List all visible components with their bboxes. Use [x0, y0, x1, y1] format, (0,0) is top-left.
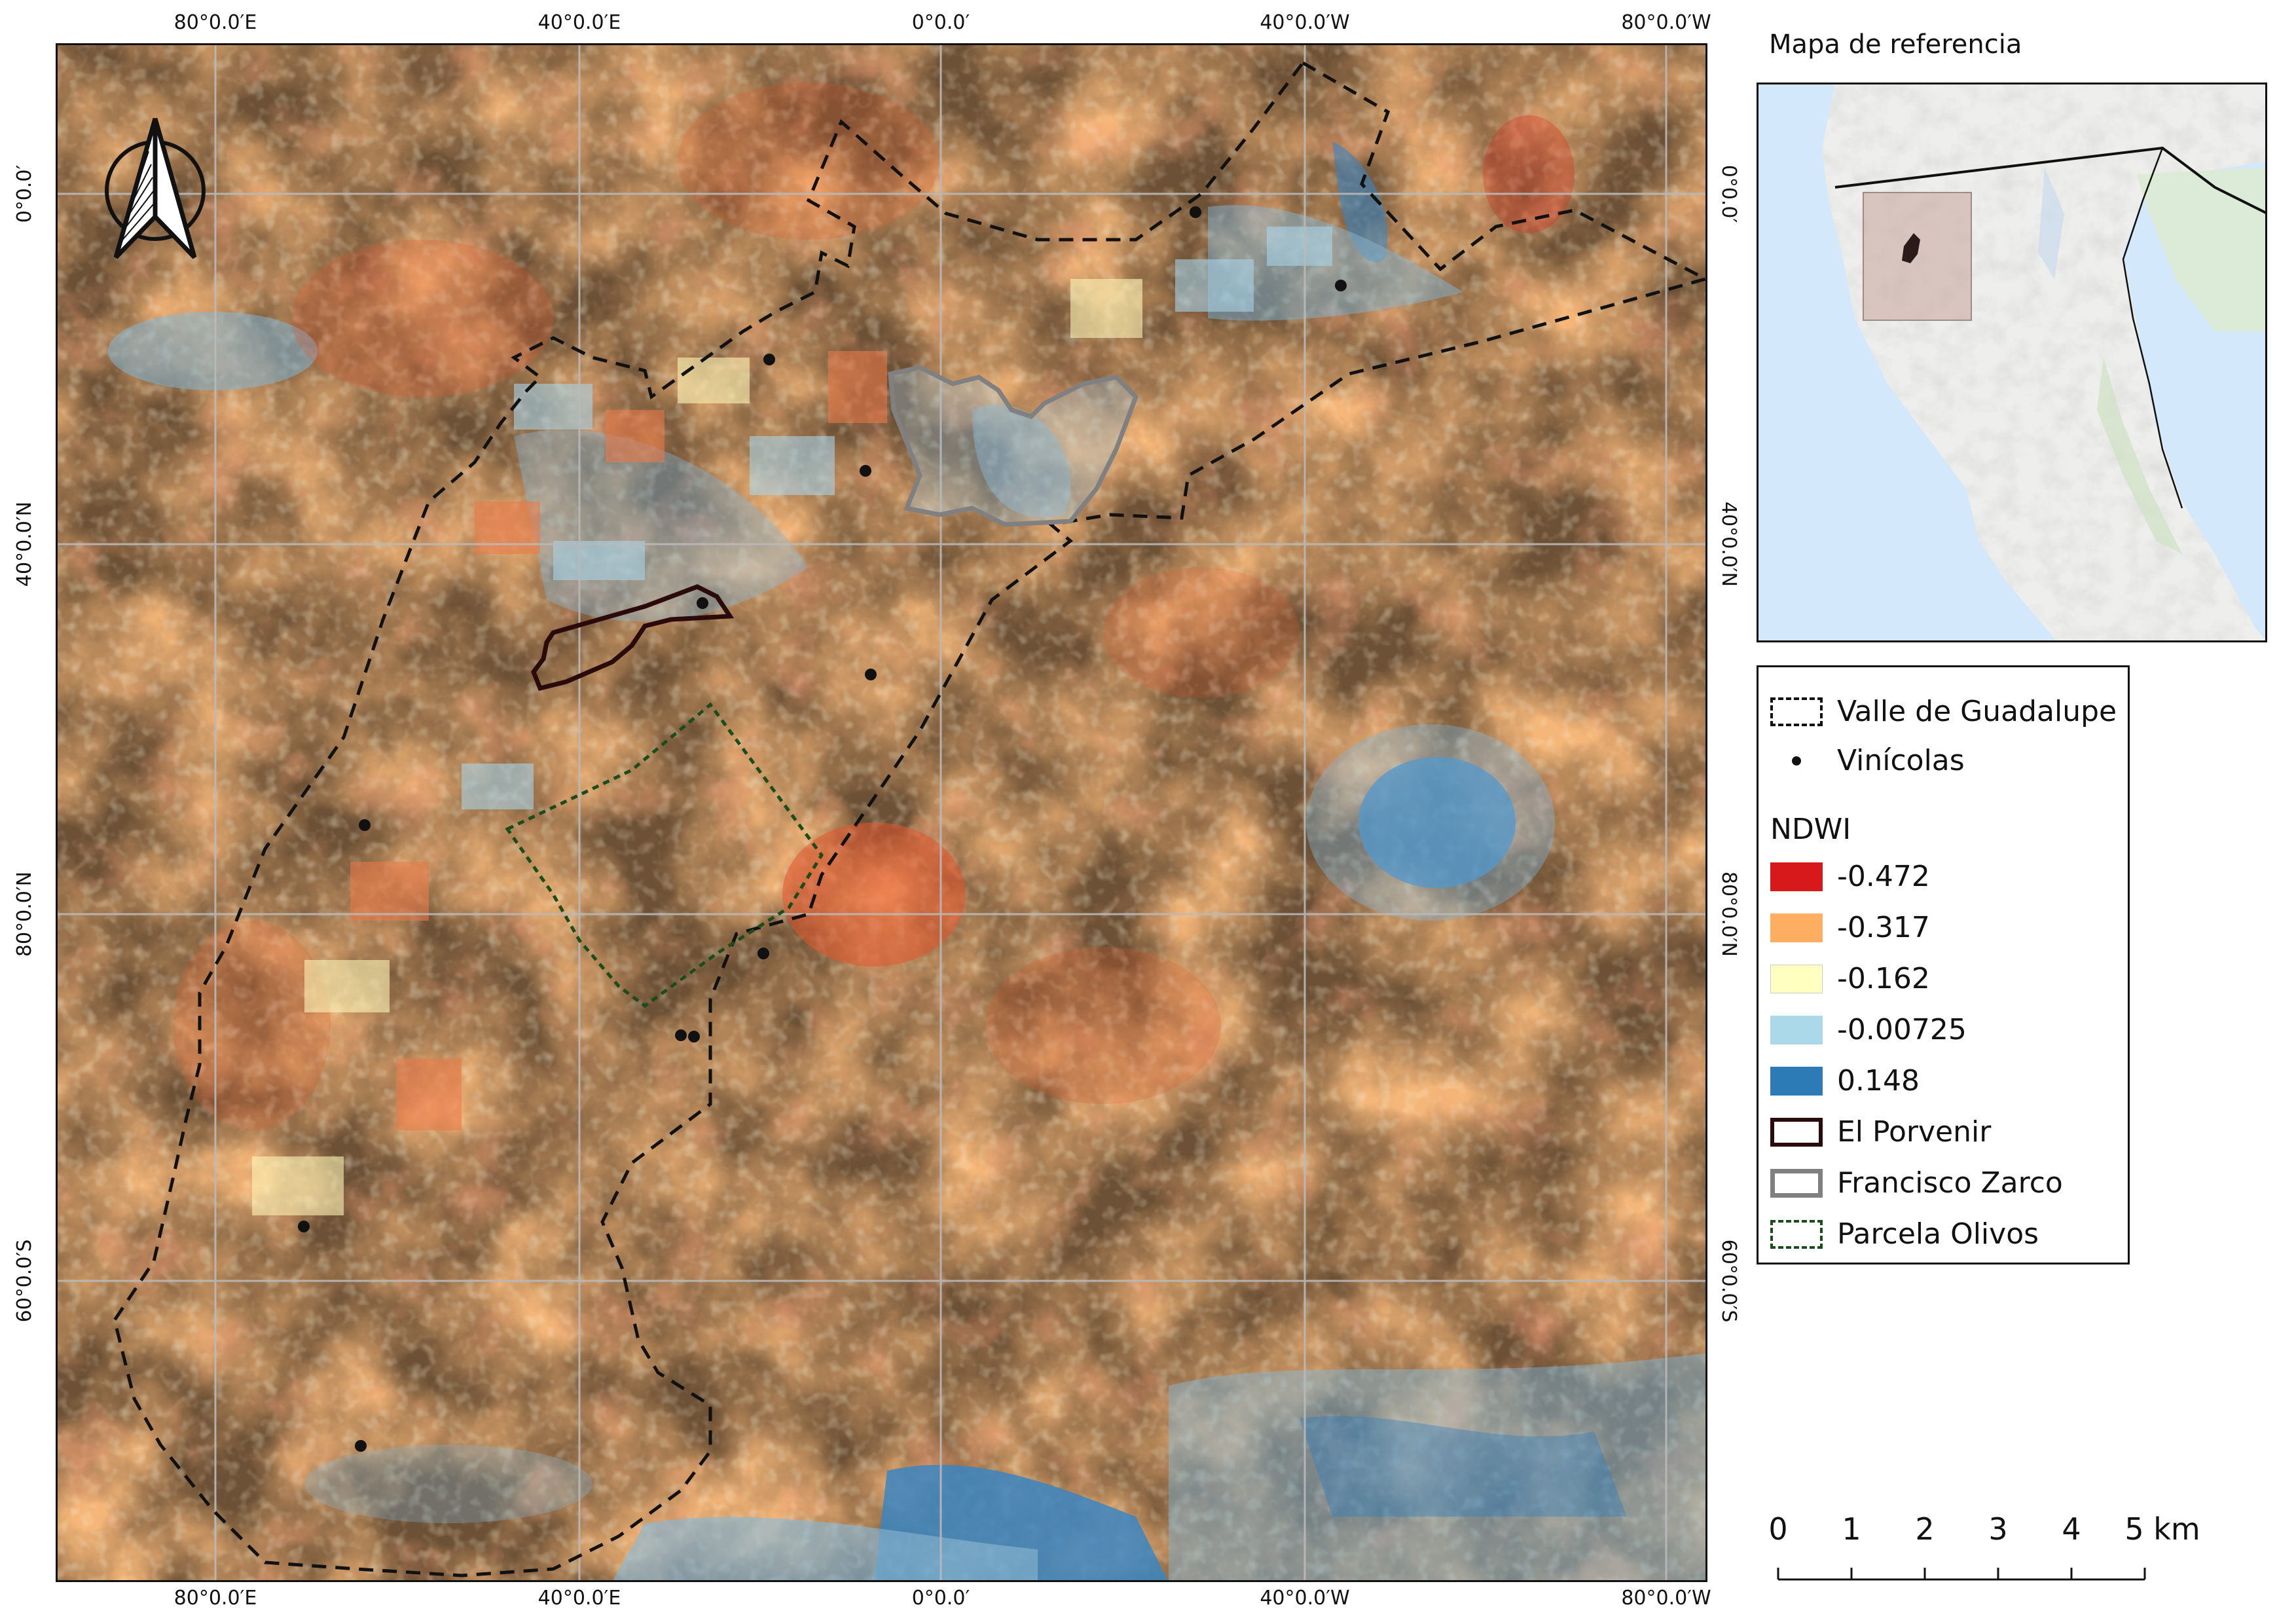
legend-item-parcela-olivos: Parcela Olivos [1770, 1216, 2039, 1253]
legend-label: Francisco Zarco [1837, 1166, 2063, 1200]
legend-label: Vinícolas [1837, 744, 1965, 777]
legend-item-ndwi-class: -0.162 [1770, 961, 1930, 997]
graticule-label-top: 40°0.0′E [538, 11, 621, 34]
ndwi-raster [56, 43, 1707, 1582]
graticule-label-bottom: 80°0.0′W [1621, 1587, 1711, 1610]
legend-item-ndwi-class: -0.317 [1770, 910, 1930, 946]
reference-map-border [1757, 83, 2267, 642]
el-porvenir-boundary[interactable] [531, 584, 735, 692]
color-swatch [1770, 1067, 1823, 1096]
country-border-line [1834, 146, 2267, 215]
scale-label: 3 [1988, 1511, 2008, 1547]
legend-label: -0.472 [1837, 860, 1930, 893]
legend-item-el-porvenir: El Porvenir [1770, 1114, 1991, 1151]
solid-polygon-icon [1770, 1169, 1823, 1198]
scale-label: 5 km [2124, 1511, 2200, 1547]
legend-item-valle: Valle de Guadalupe [1770, 693, 2117, 730]
dashed-polygon-icon [1770, 1220, 1823, 1249]
color-swatch [1770, 913, 1823, 942]
dot-icon [1770, 747, 1823, 775]
reference-map[interactable] [1757, 83, 2267, 642]
scale-bar: 0 1 2 3 4 5 km [1757, 1511, 2200, 1591]
study-area-polygon [1902, 233, 1920, 263]
legend-item-ndwi-class: 0.148 [1770, 1063, 1920, 1099]
color-swatch [1770, 1016, 1823, 1044]
north-arrow-icon [105, 118, 206, 259]
legend-item-francisco-zarco: Francisco Zarco [1770, 1165, 2063, 1202]
graticule-label-left: 80°0.0′N [13, 871, 36, 957]
vinicola-point[interactable] [675, 1029, 687, 1041]
legend: Valle de Guadalupe Vinícolas NDWI -0.472… [1757, 665, 2130, 1264]
legend-label: -0.162 [1837, 962, 1930, 995]
vinicola-point[interactable] [757, 948, 769, 959]
vinicola-point[interactable] [359, 819, 371, 831]
legend-label: Valle de Guadalupe [1837, 695, 2117, 728]
graticule-label-top: 80°0.0′W [1621, 11, 1711, 34]
valle-de-guadalupe-boundary[interactable] [113, 60, 1707, 1578]
wet-areas [108, 141, 1707, 1582]
legend-item-ndwi-class: -0.00725 [1770, 1012, 1967, 1048]
scale-bar-line [1777, 1568, 2146, 1581]
vinicola-point[interactable] [355, 1440, 367, 1452]
vinicola-point[interactable] [865, 669, 877, 680]
francisco-zarco-boundary[interactable] [888, 365, 1139, 527]
graticule-label-bottom: 80°0.0′E [173, 1587, 257, 1610]
scale-label: 4 [2062, 1511, 2081, 1547]
vinicola-point[interactable] [860, 465, 871, 477]
graticule-label-right: 0°0.0′ [1717, 164, 1740, 223]
solid-polygon-icon [1770, 1118, 1823, 1147]
vinicola-point[interactable] [1335, 280, 1347, 291]
legend-item-ndwi-class: -0.472 [1770, 858, 1930, 895]
legend-label: -0.317 [1837, 911, 1930, 944]
vinicola-point[interactable] [1190, 206, 1201, 218]
gulf-of-california [2208, 331, 2267, 541]
graticule-label-right: 60°0.0′S [1717, 1239, 1740, 1323]
dashed-polygon-icon [1770, 697, 1823, 726]
study-area-extent[interactable] [1863, 192, 1972, 321]
graticule-label-left: 0°0.0′ [13, 164, 36, 223]
vinicola-point[interactable] [763, 354, 775, 365]
legend-item-vinicolas: Vinícolas [1770, 743, 1965, 779]
graticule-label-bottom: 40°0.0′W [1260, 1587, 1350, 1610]
reference-map-title: Mapa de referencia [1769, 29, 2022, 60]
graticule-label-right: 80°0.0′N [1717, 871, 1740, 957]
scale-label: 0 [1768, 1511, 1788, 1547]
legend-label: Parcela Olivos [1837, 1217, 2039, 1251]
legend-label: El Porvenir [1837, 1115, 1992, 1149]
graticule-label-top: 80°0.0′E [173, 11, 257, 34]
ndwi-heading: NDWI [1770, 813, 1851, 846]
legend-label: -0.00725 [1837, 1013, 1967, 1046]
scale-label: 2 [1915, 1511, 1935, 1547]
vinicola-point[interactable] [688, 1031, 700, 1043]
scale-label: 1 [1842, 1511, 1861, 1547]
vinicolas-points [298, 206, 1347, 1452]
map-border [56, 43, 1707, 1582]
color-swatch [1770, 965, 1823, 993]
graticule-label-right: 40°0.0′N [1717, 501, 1740, 587]
graticule-label-bottom: 40°0.0′E [538, 1587, 621, 1610]
graticule-label-top: 40°0.0′W [1260, 11, 1350, 34]
state-border-line [2122, 147, 2183, 509]
graticule-label-bottom: 0°0.0′ [911, 1587, 970, 1610]
graticule-label-left: 40°0.0′N [13, 501, 36, 587]
graticule-label-top: 0°0.0′ [911, 11, 970, 34]
graticule-label-left: 60°0.0′S [13, 1239, 36, 1323]
vinicola-point[interactable] [697, 597, 708, 609]
parcela-olivos-boundary[interactable] [505, 702, 824, 1008]
vinicola-point[interactable] [298, 1221, 310, 1232]
graticule [56, 43, 1707, 1582]
color-swatch [1770, 862, 1823, 891]
main-map[interactable] [56, 43, 1707, 1582]
legend-label: 0.148 [1837, 1064, 1920, 1098]
dry-areas [173, 83, 1575, 1130]
